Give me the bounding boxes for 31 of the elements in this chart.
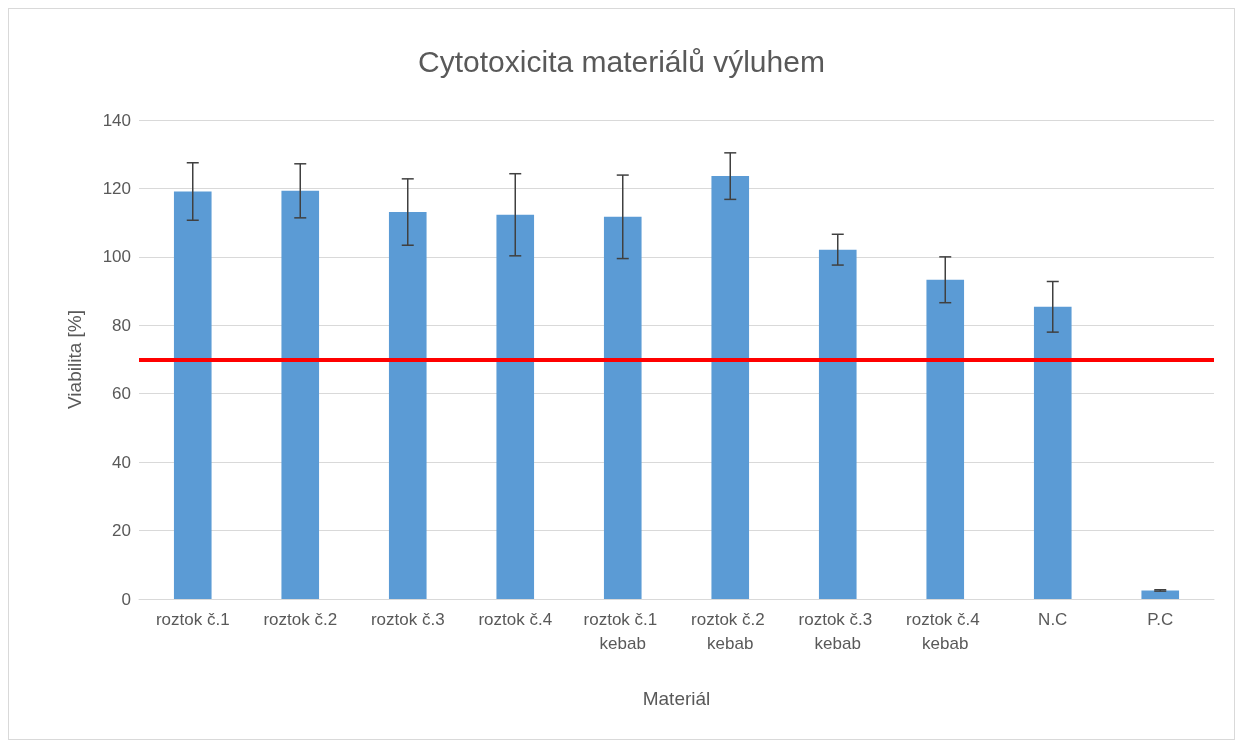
bar [496, 214, 535, 599]
x-tick-label: roztok č.1 [155, 609, 230, 629]
bar [388, 212, 427, 599]
y-tick-label: 120 [102, 178, 131, 198]
x-axis-title: Materiál [642, 688, 711, 709]
y-tick-label: 20 [112, 521, 131, 541]
bar [173, 191, 212, 599]
y-tick-label: 40 [112, 452, 131, 472]
y-axis-title: Viabilita [%] [64, 310, 85, 409]
x-tick-label: roztok č.2 kebab [691, 609, 770, 653]
y-tick-label: 0 [121, 589, 131, 609]
x-tick-label: P.C [1147, 609, 1174, 629]
x-tick-label: roztok č.4 kebab [906, 609, 985, 653]
y-tick-label: 100 [102, 247, 131, 267]
bar [818, 249, 857, 599]
x-tick-label: roztok č.4 [478, 609, 553, 629]
bar [1033, 306, 1072, 599]
y-tick-label: 140 [102, 110, 131, 130]
chart-title: Cytotoxicita materiálů výluhem [418, 44, 825, 78]
y-tick-label: 80 [112, 315, 131, 335]
bar [281, 190, 320, 599]
x-tick-label: roztok č.3 kebab [798, 609, 877, 653]
x-tick-label: roztok č.1 kebab [583, 609, 662, 653]
x-tick-label: roztok č.3 [370, 609, 445, 629]
bar [603, 216, 642, 599]
bar [1141, 590, 1180, 599]
x-tick-label: N.C [1038, 609, 1068, 629]
y-tick-label: 60 [112, 384, 131, 404]
bar [926, 279, 965, 599]
x-tick-label: roztok č.2 [263, 609, 338, 629]
bar [711, 176, 750, 599]
